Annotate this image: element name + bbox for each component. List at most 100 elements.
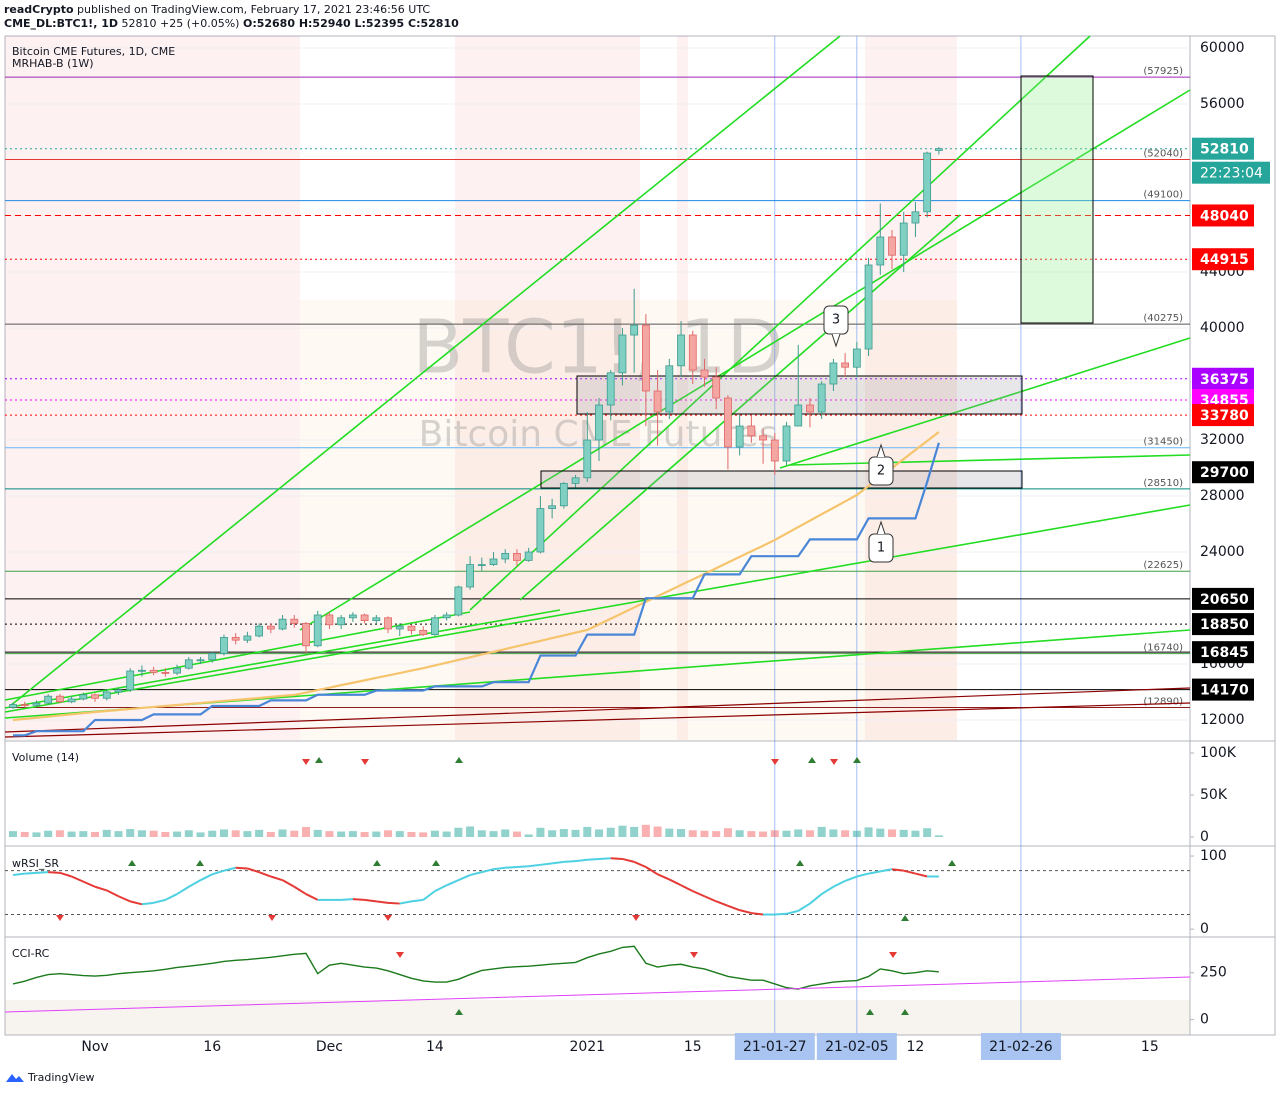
x-tick-label: 21-02-26 (989, 1039, 1053, 1055)
volume-bar (184, 830, 193, 838)
signal-arrow (632, 915, 640, 921)
candle-body (829, 362, 838, 385)
volume-bar (255, 829, 264, 838)
trend-line (4, 611, 471, 701)
logo (6, 1074, 24, 1082)
indicator-segment (704, 895, 717, 903)
indicator-segment (399, 900, 412, 905)
candle-body (208, 653, 217, 661)
volume-bar (888, 829, 896, 838)
candle-body (618, 334, 627, 374)
publisher: readCrypto (4, 3, 74, 16)
volume-bar (501, 829, 510, 838)
price-tag-label: 52810 (1200, 142, 1249, 158)
volume-bar (489, 831, 498, 838)
candle-body (454, 586, 463, 616)
indicator-segment (293, 885, 307, 895)
candle-body (653, 390, 662, 413)
candle-body (407, 625, 416, 631)
level-label: (40275) (1143, 313, 1183, 324)
y-tick-label: 100 (1200, 848, 1227, 864)
indicator-segment (94, 885, 108, 892)
volume-bar (325, 831, 334, 838)
candle-body (806, 404, 814, 413)
indicator-segment (457, 874, 471, 882)
y-tick-label: 32000 (1200, 432, 1245, 448)
volume-bar (208, 830, 217, 838)
volume-bar (817, 826, 826, 838)
indicator-segment (680, 884, 694, 893)
indicator-segment (387, 901, 400, 905)
pane-title: Volume (14) (12, 751, 79, 764)
indicator-segment (622, 857, 635, 863)
volume-bar (477, 830, 486, 838)
candle-body (548, 505, 557, 509)
volume-bar (384, 830, 393, 838)
callout-label: 2 (877, 464, 885, 479)
candle-body (126, 670, 135, 691)
volume-bar (606, 827, 615, 838)
candle-body (91, 694, 99, 699)
volume-bar (723, 828, 732, 838)
y-tick-label: 40000 (1200, 320, 1245, 336)
candle-body (231, 636, 240, 641)
symbol: CME_DL:BTC1!, 1D (4, 17, 118, 30)
overlay-line (12, 431, 940, 722)
x-tick-label: Nov (81, 1039, 108, 1055)
volume-bar (876, 828, 885, 838)
candle-body (67, 698, 76, 703)
indicator-segment (305, 893, 319, 901)
volume-bar (770, 830, 779, 838)
indicator-segment (481, 868, 494, 874)
header-line: readCrypto published on TradingView.com,… (4, 3, 430, 16)
indicator-segment (258, 871, 272, 878)
candle-body (55, 695, 64, 703)
candle-body (173, 667, 181, 674)
signal-arrow (396, 952, 404, 958)
candle-body (477, 564, 486, 566)
price-tag (1192, 461, 1254, 484)
countdown-label: 22:23:04 (1200, 166, 1263, 182)
price-tag-label: 20650 (1200, 592, 1249, 608)
volume-bar (700, 830, 709, 838)
signal-arrow (690, 952, 698, 958)
trend-line (519, 214, 961, 601)
x-tick-label: 21-01-27 (743, 1039, 807, 1055)
level-label: (16740) (1143, 643, 1183, 654)
indicator-segment (645, 866, 659, 876)
candle-body (841, 362, 850, 368)
volume-bar (313, 829, 322, 838)
indicator-segment (587, 857, 600, 861)
indicator-segment (341, 898, 353, 901)
level-label: (52040) (1143, 148, 1183, 159)
signal-arrow (268, 915, 276, 921)
change: +25 (+0.05%) (160, 17, 239, 30)
indicator-segment (891, 868, 904, 872)
volume-bar (665, 828, 674, 838)
candle-body (700, 369, 709, 378)
volume-bar (782, 830, 791, 838)
volume-bar (102, 829, 111, 838)
candle-body (266, 625, 275, 630)
indicator-segment (129, 900, 143, 906)
candle-body (735, 425, 744, 448)
level-label: (12890) (1143, 697, 1183, 708)
candle-body (325, 614, 334, 626)
trend-line (789, 454, 1191, 466)
volume-bar (290, 830, 299, 838)
price-tag (1192, 587, 1254, 610)
volume-bar (266, 831, 275, 838)
indicator-segment (751, 912, 764, 916)
candle-body (571, 477, 580, 484)
candle-body (724, 397, 732, 448)
volume-bar (653, 826, 662, 838)
volume-bar (395, 831, 404, 838)
candle-body (899, 222, 908, 256)
indicator-segment (786, 909, 799, 915)
volume-bar (348, 831, 357, 838)
volume-bar (735, 830, 744, 838)
price-tag (1192, 404, 1254, 427)
indicator-segment (575, 858, 588, 863)
volume-bar (712, 831, 721, 838)
